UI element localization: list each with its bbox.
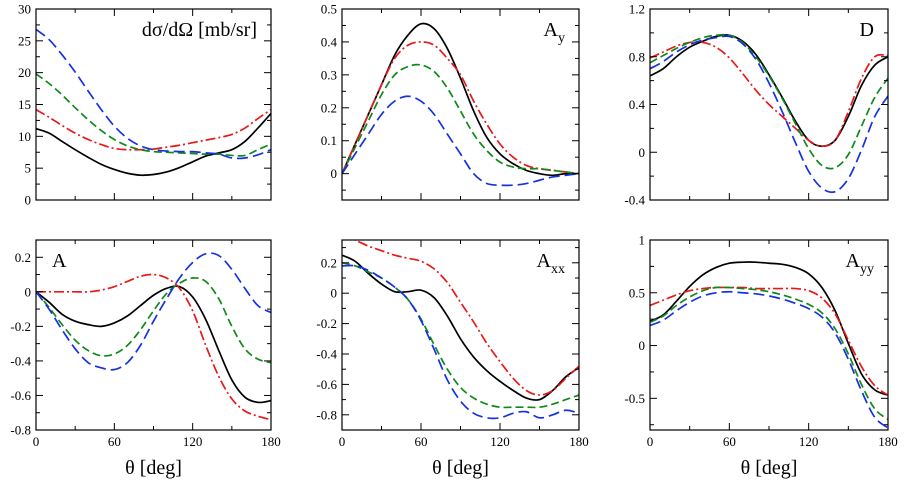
series-group bbox=[36, 252, 271, 421]
series-line-green bbox=[650, 286, 888, 421]
y-tick-label: 0.2 bbox=[321, 100, 337, 115]
panel-Axx: 0 60 120 180 -0.8 -0.6 -0.4 -0.2 0 0.2 Axx θ [deg] bbox=[316, 239, 589, 479]
x-tick-label: 60 bbox=[415, 434, 428, 449]
series-group bbox=[650, 261, 888, 429]
series-line-blue bbox=[342, 95, 579, 187]
series-line-black bbox=[650, 34, 888, 148]
y-tick-label: -0.4 bbox=[624, 193, 645, 208]
y-tick-label: -0.6 bbox=[316, 377, 337, 392]
series-line-black bbox=[342, 254, 579, 401]
panel-D: -0.4 0 0.4 0.8 1.2 D bbox=[624, 2, 889, 208]
x-tick-label: 60 bbox=[108, 434, 121, 449]
y-tick-label: 10 bbox=[18, 129, 31, 144]
y-tick-label: 0 bbox=[25, 284, 32, 299]
x-tick-label: 60 bbox=[723, 434, 736, 449]
y-tick-label: 0 bbox=[331, 286, 338, 301]
y-tick-label: -0.2 bbox=[316, 316, 337, 331]
y-tick-label: -0.4 bbox=[10, 353, 31, 368]
panel-title: Ay bbox=[544, 19, 565, 46]
series-line-green bbox=[342, 63, 579, 175]
y-tick-label: -0.6 bbox=[10, 388, 31, 403]
y-tick-label: 0 bbox=[639, 338, 646, 353]
panel-A: 0 60 120 180 -0.8 -0.6 -0.4 -0.2 0 0.2 Aθ [deg] bbox=[10, 239, 281, 479]
series-line-green bbox=[36, 73, 271, 157]
x-axis-label: θ [deg] bbox=[741, 457, 798, 479]
x-tick-label: 180 bbox=[261, 434, 281, 449]
series-line-black bbox=[36, 285, 271, 404]
series-line-red bbox=[342, 41, 579, 175]
y-tick-label: -0.8 bbox=[10, 423, 31, 438]
x-axis-label: θ [deg] bbox=[432, 457, 489, 479]
y-tick-label: 0.5 bbox=[321, 2, 337, 17]
y-tick-label: -0.4 bbox=[316, 347, 337, 362]
series-line-black bbox=[36, 112, 271, 177]
series-line-red bbox=[650, 286, 888, 396]
y-tick-label: 30 bbox=[18, 2, 31, 17]
y-tick-label: 0 bbox=[331, 166, 338, 181]
y-tick-label: 1.2 bbox=[629, 2, 645, 17]
series-line-green bbox=[650, 33, 888, 170]
series-line-black bbox=[650, 261, 888, 396]
series-line-green bbox=[36, 277, 271, 364]
y-tick-label: 0.2 bbox=[321, 255, 337, 270]
y-tick-label: 0 bbox=[639, 145, 646, 160]
x-tick-label: 120 bbox=[799, 434, 819, 449]
panel-Ay: 0 0.1 0.2 0.3 0.4 0.5 Ay bbox=[321, 2, 580, 201]
y-tick-label: 0.8 bbox=[629, 49, 645, 64]
panel-title: Axx bbox=[537, 250, 565, 277]
x-tick-label: 180 bbox=[878, 434, 898, 449]
series-group bbox=[650, 33, 888, 194]
panel-title: dσ/dΩ [mb/sr] bbox=[142, 19, 257, 41]
x-tick-label: 120 bbox=[490, 434, 510, 449]
series-group bbox=[36, 28, 271, 177]
x-tick-label: 0 bbox=[33, 434, 40, 449]
series-line-red bbox=[36, 108, 271, 151]
series-line-blue bbox=[650, 290, 888, 429]
y-tick-label: 0.3 bbox=[321, 67, 337, 82]
y-tick-label: 0.5 bbox=[629, 285, 645, 300]
panel-Ayy: 0 60 120 180 -0.5 0 0.5 1 Ayy θ [deg] bbox=[624, 233, 897, 480]
series-line-blue bbox=[650, 35, 888, 194]
panel-dsigma: 0 5 10 15 20 25 30 dσ/dΩ [mb/sr] bbox=[18, 2, 272, 208]
y-tick-label: 0 bbox=[25, 193, 32, 208]
y-tick-label: 20 bbox=[18, 65, 31, 80]
series-line-blue bbox=[36, 252, 271, 371]
x-axis-label: θ [deg] bbox=[125, 457, 182, 479]
x-tick-label: 0 bbox=[339, 434, 346, 449]
panel-title: A bbox=[52, 250, 67, 272]
series-line-blue bbox=[36, 28, 271, 160]
y-tick-label: 0.4 bbox=[629, 97, 646, 112]
y-tick-label: -0.5 bbox=[624, 391, 645, 406]
y-tick-label: 0.2 bbox=[15, 250, 31, 265]
y-tick-label: 15 bbox=[18, 97, 31, 112]
series-line-blue bbox=[342, 264, 579, 420]
y-tick-label: 25 bbox=[18, 33, 31, 48]
y-tick-label: 0.4 bbox=[321, 34, 338, 49]
x-tick-label: 180 bbox=[569, 434, 589, 449]
y-tick-label: 5 bbox=[25, 161, 32, 176]
series-line-green bbox=[342, 261, 579, 409]
series-line-red bbox=[36, 273, 271, 421]
series-line-red bbox=[650, 41, 888, 148]
x-tick-label: 120 bbox=[183, 434, 203, 449]
series-group bbox=[342, 22, 579, 187]
series-line-red bbox=[353, 240, 579, 396]
y-tick-label: 1 bbox=[639, 233, 646, 248]
y-tick-label: -0.8 bbox=[316, 407, 337, 422]
panel-title: Ayy bbox=[846, 250, 874, 277]
x-tick-label: 0 bbox=[647, 434, 654, 449]
y-tick-label: 0.1 bbox=[321, 133, 337, 148]
series-group bbox=[342, 240, 579, 420]
y-tick-label: -0.2 bbox=[10, 319, 31, 334]
panel-title: D bbox=[860, 19, 874, 41]
